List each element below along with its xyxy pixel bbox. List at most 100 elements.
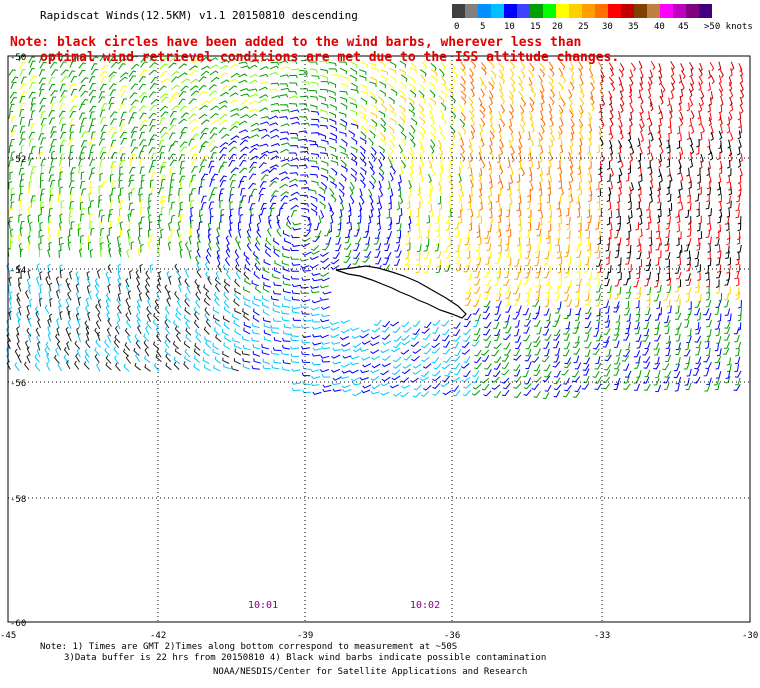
wind-barb: [223, 321, 230, 330]
wind-barb: [171, 76, 179, 83]
wind-barb: [670, 67, 675, 77]
wind-barb: [728, 76, 732, 86]
wind-barb: [10, 201, 15, 210]
wind-barb: [89, 144, 96, 152]
wind-barb: [50, 158, 56, 166]
wind-barb: [444, 370, 452, 377]
wind-barb: [558, 271, 562, 280]
wind-barb: [484, 340, 492, 348]
wind-barb: [212, 314, 220, 322]
wind-barb: [649, 102, 654, 112]
wind-barb: [526, 244, 531, 253]
wind-barb: [568, 89, 573, 99]
wind-barb: [220, 79, 230, 84]
wind-barb: [320, 306, 330, 310]
wind-barb: [578, 118, 584, 128]
wind-barb: [318, 193, 326, 201]
wind-barb: [188, 179, 194, 188]
wind-barb: [170, 201, 176, 210]
wind-barb: [189, 200, 195, 208]
wind-barb: [220, 208, 225, 218]
wind-barb: [728, 111, 733, 121]
wind-barb: [676, 125, 681, 135]
wind-barb: [58, 284, 62, 294]
wind-barb: [558, 279, 562, 288]
wind-barb: [474, 270, 481, 279]
wind-barb: [590, 96, 595, 106]
wind-barb: [574, 362, 582, 370]
wind-barb: [389, 188, 394, 198]
wind-barb: [563, 293, 570, 302]
wind-barb: [729, 89, 734, 99]
wind-barb: [28, 333, 32, 343]
wind-barb: [108, 102, 115, 111]
wind-barb: [300, 242, 310, 248]
wind-barb: [250, 207, 254, 217]
wind-barb: [463, 355, 471, 363]
wind-barb: [509, 68, 515, 78]
wind-barb: [308, 189, 317, 195]
wind-barb: [576, 278, 582, 286]
wind-barb: [168, 153, 176, 161]
wind-barb: [169, 179, 175, 188]
wind-barb: [384, 243, 390, 252]
wind-barb: [449, 125, 456, 135]
wind-barb: [666, 159, 670, 168]
wind-barb: [469, 67, 475, 77]
wind-barb: [685, 287, 692, 295]
wind-barb: [147, 298, 152, 308]
wind-barb: [230, 135, 240, 141]
wind-barb: [573, 355, 580, 364]
wind-barb: [331, 368, 341, 373]
wind-barb: [666, 299, 671, 308]
wind-barb: [460, 61, 466, 71]
wind-barb: [10, 76, 19, 84]
wind-barb: [19, 248, 24, 258]
wind-barb: [438, 153, 444, 163]
wind-barb: [349, 109, 357, 116]
wind-barb: [196, 284, 202, 294]
wind-barb: [398, 123, 405, 133]
wind-barb: [649, 194, 653, 204]
wind-barb: [483, 328, 491, 336]
wind-barb: [362, 384, 372, 389]
wind-barb: [309, 104, 318, 110]
wind-barb: [442, 348, 451, 355]
wind-barb: [472, 264, 479, 272]
wind-barb: [110, 61, 119, 68]
wind-barb: [501, 389, 510, 397]
wind-barb: [498, 132, 502, 142]
wind-barb: [417, 200, 421, 210]
wind-barb: [55, 347, 60, 357]
wind-barb: [30, 199, 36, 208]
wind-barb: [230, 72, 240, 78]
wind-barb: [281, 109, 291, 113]
wind-barb: [160, 228, 164, 238]
wind-barb: [550, 133, 555, 143]
wind-barb: [700, 96, 704, 106]
wind-barb: [582, 363, 590, 371]
wind-barb: [416, 257, 421, 266]
wind-barb: [85, 339, 91, 349]
wind-barb: [418, 110, 425, 119]
wind-barb: [269, 71, 279, 76]
wind-barb: [110, 180, 117, 188]
wind-barb: [49, 54, 56, 62]
wind-barb: [497, 214, 502, 224]
wind-barb: [98, 138, 106, 146]
wind-barb: [667, 305, 672, 314]
wind-barb: [89, 82, 96, 91]
wind-barb: [311, 326, 321, 330]
wind-barb: [105, 355, 112, 364]
wind-barb: [254, 242, 260, 252]
wind-barb: [407, 209, 412, 219]
wind-barb: [607, 201, 612, 211]
wind-barb: [436, 259, 442, 268]
wind-barb: [130, 83, 139, 90]
wind-barb: [533, 340, 541, 348]
wind-barb: [498, 88, 504, 98]
wind-barb: [604, 271, 610, 280]
wind-barb: [737, 130, 742, 140]
wind-barb: [321, 160, 329, 167]
wind-barb: [99, 158, 105, 167]
